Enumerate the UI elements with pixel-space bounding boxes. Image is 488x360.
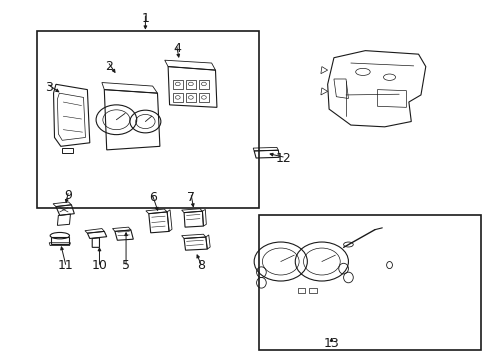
Text: 12: 12 [275, 152, 290, 165]
Bar [62, 148, 73, 153]
Text: 10: 10 [91, 258, 107, 271]
Text: 5: 5 [122, 258, 130, 271]
Text: 9: 9 [64, 189, 72, 202]
Text: 11: 11 [58, 258, 73, 271]
Bar [259, 215, 480, 350]
Bar [37, 31, 259, 208]
Text: 4: 4 [173, 42, 181, 55]
Bar [199, 80, 208, 89]
Text: 1: 1 [141, 12, 149, 25]
Bar [308, 288, 316, 293]
Bar [185, 93, 195, 102]
Bar [199, 93, 208, 102]
Bar [173, 93, 182, 102]
Text: 3: 3 [45, 81, 53, 94]
Text: 13: 13 [323, 337, 339, 350]
Bar [185, 80, 195, 89]
Text: 6: 6 [148, 191, 156, 204]
Text: 7: 7 [187, 191, 195, 204]
Text: 8: 8 [197, 258, 204, 271]
Bar [297, 288, 305, 293]
Bar [173, 80, 182, 89]
Text: 2: 2 [105, 60, 113, 73]
